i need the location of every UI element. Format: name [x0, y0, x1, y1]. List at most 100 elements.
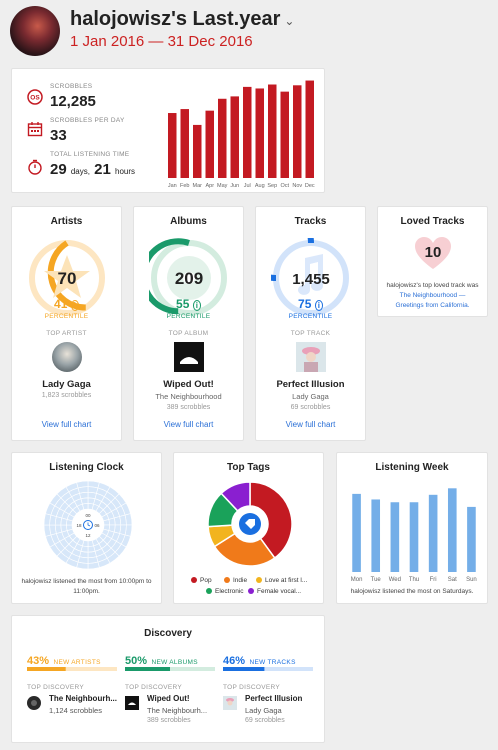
page-title-text: halojowisz's Last.year: [70, 8, 281, 30]
artists-card: Artists 70 41 i PERCENTILE TOP ARTIST La…: [11, 206, 122, 441]
bar-thu: [409, 502, 419, 572]
tracks-view-full-chart-link[interactable]: View full chart: [285, 420, 336, 429]
top-tags-card: Top Tags Pop Indie Love at first l... Elect…: [173, 452, 324, 604]
tick-label-mon: Mon: [351, 577, 363, 583]
top-tags-donut-chart: [207, 481, 293, 567]
albums-count: 209: [175, 269, 203, 288]
artists-percentile: 41 i: [12, 297, 121, 311]
scrobbles-value: 12,285: [50, 93, 96, 110]
clock-cell: [124, 524, 133, 537]
discovery-album-cover[interactable]: [125, 696, 139, 710]
top-discovery-artist-label: TOP DISCOVERY: [27, 684, 85, 691]
bar-apr: [205, 110, 214, 178]
discovery-album-artist[interactable]: The Neighbourh...: [147, 706, 208, 715]
albums-percentile-label: PERCENTILE: [166, 313, 211, 320]
tracks-card: Tracks 1,455 75 i PERCENTILE TOP TRACK P…: [255, 206, 366, 441]
info-icon: i: [314, 300, 323, 311]
top-track-name[interactable]: Perfect Illusion: [276, 379, 345, 390]
info-icon: i: [70, 300, 79, 311]
tick-label-dec: Dec: [305, 183, 315, 189]
tracks-ring: 1,455: [271, 238, 349, 316]
svg-text:OS: OS: [30, 95, 40, 102]
user-avatar[interactable]: [10, 6, 60, 56]
tick-label-sun: Sun: [466, 577, 477, 583]
discovery-track-name[interactable]: Perfect Illusion: [245, 694, 303, 703]
artists-count: 70: [58, 269, 77, 288]
bar-dec: [305, 80, 314, 178]
listening-clock-card: Listening Clock 00 18 06 12 halojowisz list…: [11, 452, 162, 604]
top-track-artist[interactable]: Lady Gaga: [292, 392, 329, 401]
bar-tue: [371, 499, 381, 572]
clock-hour-label: 18: [76, 523, 82, 528]
discovery-album-scrobbles: 389 scrobbles: [147, 717, 191, 724]
loved-track-link[interactable]: The Neighbourhood — Greetings from Calif…: [395, 292, 470, 309]
bar-jun: [230, 96, 239, 178]
tick-label-aug: Aug: [255, 183, 265, 189]
new-artists-percent: 43% NEW ARTISTS: [27, 655, 101, 667]
bar-sat: [447, 488, 457, 572]
new-albums-percent: 50% NEW ALBUMS: [125, 655, 198, 667]
discovery-album-name[interactable]: Wiped Out!: [147, 694, 190, 703]
top-artist-scrobbles: 1,823 scrobbles: [41, 392, 92, 399]
legend-dot: [224, 577, 230, 583]
page-title[interactable]: halojowisz's Last.year ⌄: [70, 8, 294, 31]
clock-cell: [124, 513, 133, 526]
tracks-count: 1,455: [292, 271, 330, 288]
top-discovery-album-label: TOP DISCOVERY: [125, 684, 183, 691]
clock-hour-label: 00: [85, 513, 91, 518]
tag-icon-shape: [245, 519, 255, 529]
discovery-title: Discovery: [144, 628, 192, 639]
bar-may: [218, 98, 227, 178]
bar-wed: [390, 502, 400, 572]
discovery-track-artist[interactable]: Lady Gaga: [245, 706, 282, 715]
albums-ring: 209: [149, 238, 227, 316]
legend-item-0: Pop: [191, 577, 212, 584]
bar-oct: [280, 91, 289, 178]
listening-clock-note: halojowisz listened the most from 10:00p…: [21, 578, 152, 595]
top-artist-avatar[interactable]: [51, 342, 82, 372]
chevron-down-icon[interactable]: ⌄: [284, 14, 295, 28]
scrobbles-icon: OS: [27, 89, 43, 105]
top-album-label: TOP ALBUM: [168, 330, 209, 337]
discovery-artist-name[interactable]: The Neighbourh...: [49, 694, 117, 703]
top-album-artist[interactable]: The Neighbourhood: [155, 392, 222, 401]
tick-label-wed: Wed: [389, 577, 401, 583]
discovery-track-cover[interactable]: [223, 696, 237, 710]
music-note-icon: [298, 254, 323, 295]
listening-time-label: TOTAL LISTENING TIME: [50, 151, 130, 158]
top-album-cover[interactable]: [173, 342, 204, 372]
top-album-name[interactable]: Wiped Out!: [163, 379, 214, 390]
hours-unit: hours: [115, 167, 136, 176]
loved-note: halojowisz's top loved track was The Nei…: [386, 281, 479, 311]
clock-cell: [87, 561, 100, 570]
date-range: 1 Jan 2016 — 31 Dec 2016: [70, 33, 253, 50]
albums-view-full-chart-link[interactable]: View full chart: [163, 420, 214, 429]
bar-mar: [193, 124, 202, 178]
info-icon: i: [192, 300, 201, 311]
top-track-label: TOP TRACK: [290, 330, 331, 337]
artists-view-full-chart-link[interactable]: View full chart: [41, 420, 92, 429]
artists-title: Artists: [50, 216, 83, 227]
tag-slice-4: [220, 481, 251, 512]
discovery-artist-avatar[interactable]: [27, 696, 41, 710]
artists-percentile-label: PERCENTILE: [44, 313, 89, 320]
listening-week-note: halojowisz listened the most on Saturday…: [350, 588, 474, 595]
top-track-cover[interactable]: [295, 342, 326, 372]
top-artist-name[interactable]: Lady Gaga: [42, 379, 91, 390]
discovery-track-scrobbles: 69 scrobbles: [245, 717, 285, 724]
tick-label-jun: Jun: [230, 183, 239, 189]
bar-sun: [467, 506, 476, 572]
clock-hands: [87, 522, 91, 527]
calendar-icon: [27, 122, 43, 137]
tick-label-jan: Jan: [168, 183, 177, 189]
legend-item-4: Female vocal...: [248, 588, 301, 595]
clock-cell: [43, 524, 52, 537]
tick-label-nov: Nov: [292, 183, 302, 189]
tick-label-may: May: [217, 183, 228, 189]
tick-label-sat: Sat: [448, 577, 457, 583]
top-track-scrobbles: 69 scrobbles: [290, 404, 331, 411]
discovery-artists: 43% NEW ARTISTS TOP DISCOVERY The Neighb…: [27, 616, 123, 742]
tick-label-fri: Fri: [430, 577, 437, 583]
discovery-albums: 50% NEW ALBUMS TOP DISCOVERY Wiped Out! …: [125, 616, 221, 742]
